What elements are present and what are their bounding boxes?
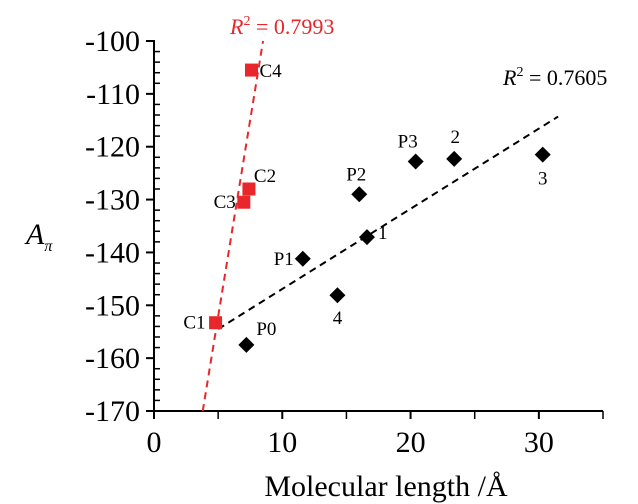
- trendline-1: [217, 115, 559, 330]
- point-label-2: 2: [450, 127, 460, 148]
- data-point-C3: [237, 195, 251, 209]
- r2-labels: R2 = 0.7993 R2 = 0.7605: [229, 14, 607, 90]
- trendline-0: [201, 40, 265, 412]
- y-tick-label: -130: [85, 184, 140, 217]
- data-point-4: [329, 287, 346, 304]
- y-axis-title-sub: π: [44, 238, 53, 255]
- x-tick-label: 30: [524, 426, 554, 459]
- data-point-C1: [209, 316, 223, 330]
- data-points: C1 C3 C2 C4 P0 P1 4 P2 1 P3 2 3: [183, 61, 551, 353]
- y-tick-label: -120: [85, 131, 140, 164]
- trendlines: [201, 40, 559, 412]
- y-axis-title: Aπ: [24, 218, 53, 255]
- y-ticks: -170 -160 -150 -140 -130 -120 -110 -100: [85, 25, 160, 428]
- r2-label-1: R2 = 0.7605: [502, 65, 607, 90]
- point-label-C4: C4: [259, 61, 282, 82]
- data-point-3: [534, 146, 551, 163]
- y-tick-label: -100: [85, 25, 140, 58]
- point-label-1: 1: [378, 223, 388, 244]
- data-point-P3: [407, 153, 424, 170]
- x-axis-title: Molecular length /Å: [264, 470, 508, 503]
- y-tick-label: -150: [85, 289, 140, 322]
- point-label-P3: P3: [398, 132, 418, 153]
- point-label-3: 3: [538, 169, 548, 190]
- data-point-C4: [244, 63, 258, 77]
- point-label-C2: C2: [254, 166, 276, 187]
- point-label-C1: C1: [183, 313, 205, 334]
- r2-label-0: R2 = 0.7993: [229, 14, 334, 39]
- x-ticks: 0 10 20 30: [147, 411, 604, 459]
- data-point-P1: [294, 250, 311, 267]
- y-axis-title-main: A: [24, 218, 45, 251]
- x-tick-label: 20: [396, 426, 426, 459]
- y-tick-label: -110: [86, 78, 140, 111]
- x-tick-label: 0: [147, 426, 162, 459]
- y-tick-label: -170: [85, 395, 140, 428]
- data-point-P2: [351, 186, 368, 203]
- point-label-C3: C3: [214, 192, 236, 213]
- x-tick-label: 10: [267, 426, 297, 459]
- point-label-P1: P1: [274, 249, 294, 270]
- y-tick-label: -160: [85, 342, 140, 375]
- data-point-2: [446, 150, 463, 167]
- point-label-P2: P2: [346, 164, 366, 185]
- point-label-P0: P0: [256, 319, 276, 340]
- axes: -170 -160 -150 -140 -130 -120 -110 -100 0 10 20 30: [85, 25, 604, 459]
- point-label-4: 4: [333, 308, 343, 329]
- data-point-1: [358, 229, 375, 246]
- data-point-C2: [242, 182, 256, 196]
- y-tick-label: -140: [85, 236, 140, 269]
- data-point-P0: [238, 336, 255, 353]
